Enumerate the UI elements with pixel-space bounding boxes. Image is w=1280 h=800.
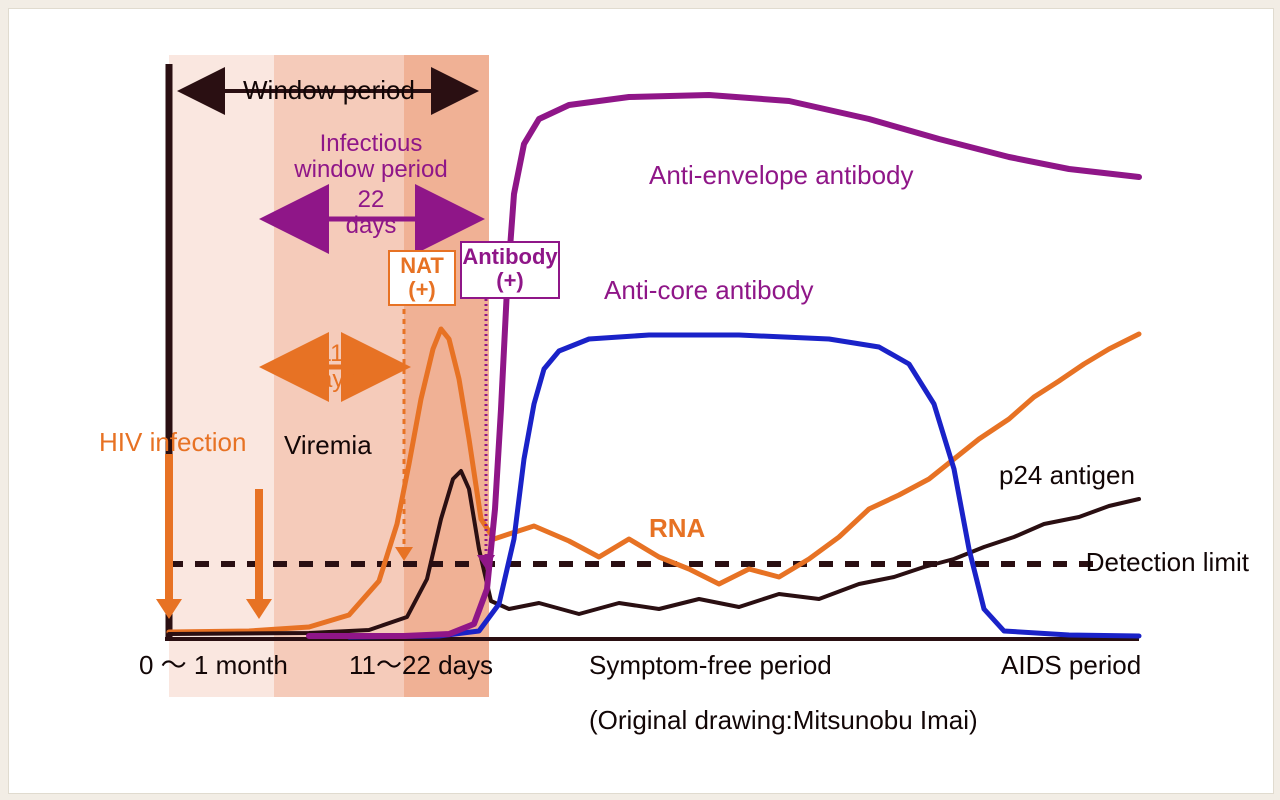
label-xl-11-22: 11～22 days — [349, 650, 493, 680]
label-xl-aids: AIDS period — [1001, 650, 1141, 680]
label-xl-symptom-free: Symptom-free period — [589, 650, 832, 680]
label-viremia: Viremia — [284, 430, 372, 460]
label-days11-l2: days — [306, 366, 357, 393]
hiv-window-period-diagram: NAT(+)Antibody(+) Window periodInfectiou… — [9, 9, 1273, 793]
label-infectious-l1: Infectious — [320, 130, 423, 157]
label-days22-l2: days — [346, 212, 397, 239]
label-days11-l1: 11 — [319, 340, 344, 367]
antibody-positive-box-line1: Antibody — [462, 244, 558, 269]
label-p24: p24 antigen — [999, 460, 1135, 490]
label-days22-l1: 22 — [358, 186, 385, 213]
label-hiv-infection: HIV infection — [99, 427, 246, 457]
antibody-positive-box-line2: (+) — [496, 268, 524, 293]
label-credit: (Original drawing:Mitsunobu Imai) — [589, 705, 978, 735]
label-infectious-l2: window period — [293, 156, 447, 183]
callout-boxes: NAT(+)Antibody(+) — [389, 242, 559, 305]
label-detection-limit: Detection limit — [1086, 547, 1250, 577]
nat-positive-box-line2: (+) — [408, 277, 436, 302]
nat-positive-box-line1: NAT — [400, 253, 444, 278]
label-window-period: Window period — [243, 75, 415, 105]
label-xl-0-1month: 0 ～ 1 month — [139, 650, 288, 680]
label-anti-core: Anti-core antibody — [604, 275, 814, 305]
label-anti-envelope: Anti-envelope antibody — [649, 160, 914, 190]
chart-frame: NAT(+)Antibody(+) Window periodInfectiou… — [8, 8, 1274, 794]
label-rna: RNA — [649, 513, 706, 543]
